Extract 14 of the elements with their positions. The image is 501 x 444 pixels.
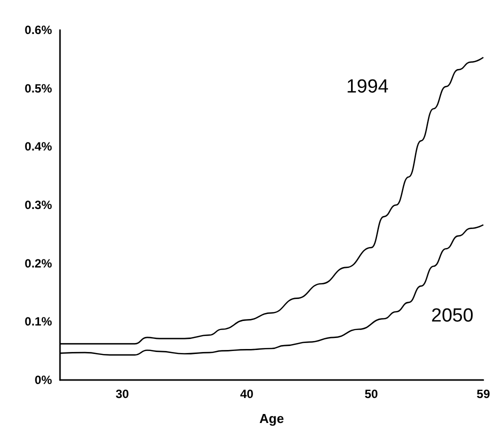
x-axis-title: Age bbox=[259, 411, 284, 426]
y-tick-label: 0.2% bbox=[24, 256, 52, 270]
x-tick-label: 59 bbox=[476, 387, 490, 401]
text: 1994 bbox=[346, 76, 389, 98]
y-tick-label: 0.4% bbox=[24, 140, 52, 154]
y-tick-label: 0.6% bbox=[24, 23, 52, 37]
series-label: 2050 bbox=[431, 305, 474, 326]
y-tick-label: 0% bbox=[34, 373, 52, 387]
x-tick-label: 40 bbox=[240, 387, 254, 401]
x-tick-label: 50 bbox=[364, 387, 378, 401]
y-tick-label: 0.1% bbox=[24, 314, 52, 329]
y-tick-label: 0.5% bbox=[24, 81, 52, 96]
y-tick-label: 0.3% bbox=[24, 198, 52, 212]
x-tick-label: 30 bbox=[116, 387, 130, 401]
